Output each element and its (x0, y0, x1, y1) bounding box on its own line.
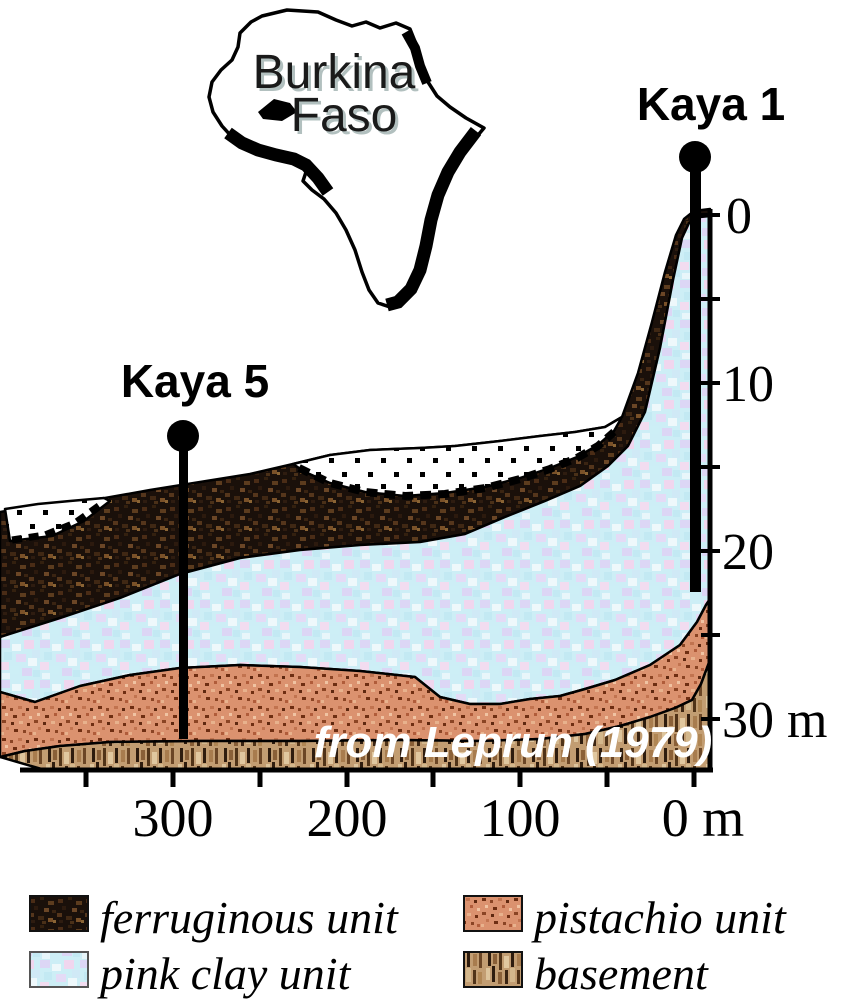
burkina-faso-marker (258, 99, 297, 121)
depth-tick-label-20: 20 (722, 524, 774, 581)
legend: ferruginous unit pistachio unit pink cla… (29, 892, 787, 999)
distance-tick-label-0m: 0 m (662, 788, 745, 848)
distance-tick-label-200: 200 (307, 788, 388, 848)
depth-tick-label-0: 0 (726, 188, 752, 245)
country-label-line1-shadow: Burkina (256, 49, 419, 102)
attribution-text: from Leprun (1979) (314, 718, 713, 767)
borehole-kaya5-shaft (179, 448, 188, 739)
legend-item-pink-clay: pink clay unit (29, 948, 352, 999)
legend-item-pistachio: pistachio unit (463, 892, 787, 943)
depth-axis: 0 10 20 30 m (701, 188, 827, 770)
borehole-kaya1-label: Kaya 1 (637, 78, 785, 130)
cross-section (0, 207, 712, 772)
borehole-kaya5-label: Kaya 5 (121, 355, 269, 407)
legend-label-basement: basement (534, 948, 709, 999)
borehole-kaya5-pin-icon (167, 420, 199, 452)
borehole-kaya1 (679, 141, 711, 592)
legend-swatch-basement (463, 951, 523, 988)
legend-swatch-pistachio (463, 895, 523, 932)
distance-axis: 300 200 100 0 m (20, 767, 745, 848)
distance-tick-label-300: 300 (133, 788, 214, 848)
sand-lens (3, 496, 112, 543)
legend-label-pistachio: pistachio unit (531, 892, 787, 943)
distance-tick-label-100: 100 (480, 788, 561, 848)
borehole-kaya1-shaft (690, 168, 701, 592)
africa-coast-thick-east (385, 127, 482, 312)
legend-label-pink-clay: pink clay unit (97, 948, 352, 999)
legend-item-ferruginous: ferruginous unit (29, 892, 399, 943)
depth-tick-label-30m: 30 m (722, 692, 827, 749)
africa-coast-thick-guinea (224, 127, 334, 196)
legend-item-basement: basement (463, 948, 709, 999)
borehole-kaya1-pin-icon (679, 141, 711, 173)
legend-swatch-ferruginous (29, 895, 89, 932)
sand-wedge-base-dashes (297, 428, 617, 501)
legend-swatch-pink-clay (29, 951, 89, 988)
country-label-line2-shadow: Faso (294, 92, 401, 145)
africa-coast-thick-redsea (401, 29, 432, 85)
country-label-line2: Faso (291, 89, 398, 142)
depth-tick-label-10: 10 (722, 356, 774, 413)
africa-map: Burkina Burkina Faso Faso (207, 8, 486, 312)
legend-label-ferruginous: ferruginous unit (100, 892, 399, 943)
borehole-kaya5 (167, 420, 199, 739)
country-label-line1: Burkina (253, 46, 416, 99)
